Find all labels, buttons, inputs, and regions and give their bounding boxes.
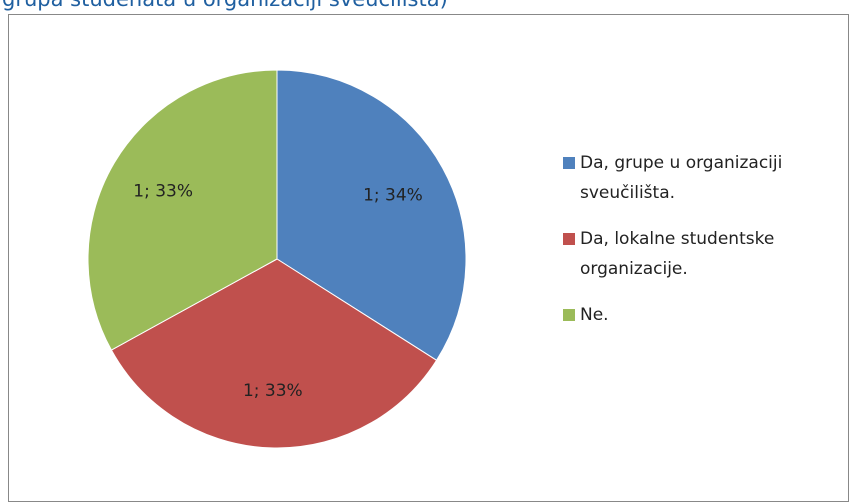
data-label: 1; 33% [243, 381, 303, 401]
legend: Da, grupe u organizaciji sveučilišta. Da,… [563, 148, 833, 346]
pie-slice [87, 69, 278, 351]
legend-label: Da, lokalne studentske organizacije. [580, 229, 775, 279]
legend-swatch [563, 309, 575, 321]
legend-item: Ne. [563, 300, 833, 330]
pie-slice [276, 69, 467, 361]
data-label: 1; 34% [363, 185, 423, 205]
legend-item: Da, lokalne studentske organizacije. [563, 224, 833, 284]
legend-item: Da, grupe u organizaciji sveučilišta. [563, 148, 833, 208]
legend-label: Ne. [580, 305, 609, 325]
legend-swatch [563, 233, 575, 245]
legend-swatch [563, 157, 575, 169]
pie-slice [110, 258, 438, 449]
legend-label: Da, grupe u organizaciji sveučilišta. [580, 153, 783, 203]
data-label: 1; 33% [133, 182, 193, 202]
chart-title: grupa studenata u organizaciji sveučiliš… [2, 0, 448, 11]
